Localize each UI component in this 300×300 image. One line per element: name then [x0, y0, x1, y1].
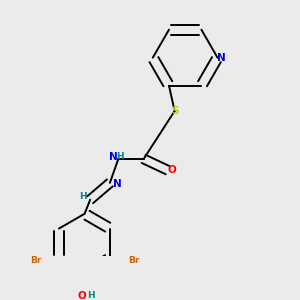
- Text: N: N: [109, 152, 118, 162]
- Text: O: O: [167, 165, 176, 175]
- Text: H: H: [116, 152, 124, 161]
- Text: Br: Br: [30, 256, 41, 265]
- Text: H: H: [79, 192, 87, 201]
- Text: H: H: [87, 291, 94, 300]
- Text: N: N: [217, 53, 225, 63]
- Text: Br: Br: [128, 256, 139, 265]
- Text: N: N: [112, 179, 121, 189]
- Text: O: O: [77, 291, 86, 300]
- Text: S: S: [171, 106, 178, 116]
